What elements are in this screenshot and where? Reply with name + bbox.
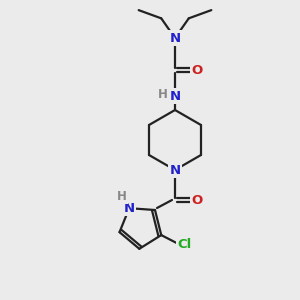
Text: N: N (169, 164, 181, 176)
Text: H: H (117, 190, 127, 203)
Text: N: N (124, 202, 135, 215)
Text: N: N (169, 89, 181, 103)
Text: H: H (158, 88, 168, 101)
Text: O: O (191, 64, 203, 76)
Text: N: N (169, 32, 181, 44)
Text: Cl: Cl (177, 238, 192, 251)
Text: O: O (191, 194, 203, 206)
